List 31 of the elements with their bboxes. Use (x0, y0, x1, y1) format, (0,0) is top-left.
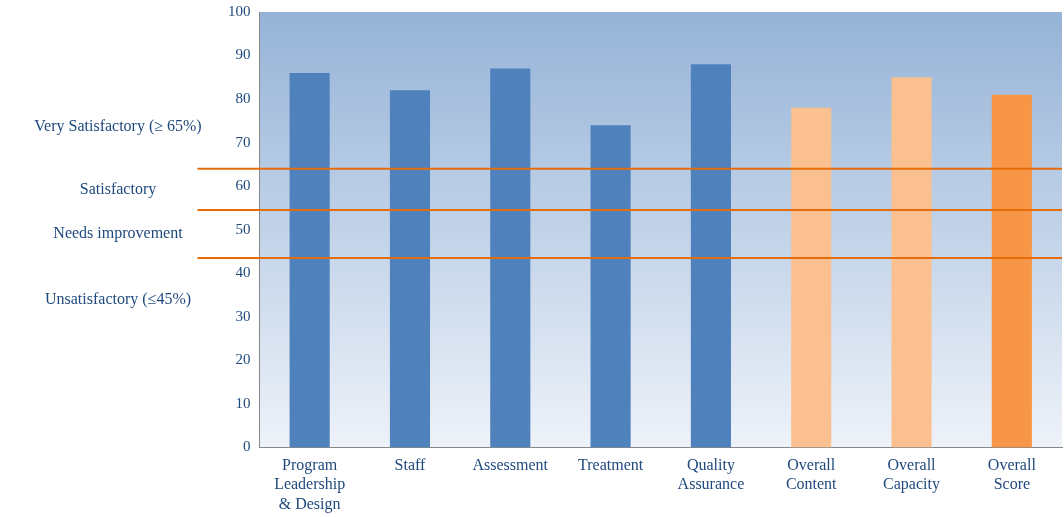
x-tick-label: Overall Content (785, 456, 838, 493)
y-tick-label: 0 (243, 438, 251, 455)
bar (690, 64, 731, 448)
text: Needs improvement (53, 224, 184, 243)
bar (389, 90, 431, 448)
text: Unsatisfactory (≤45%) (44, 290, 192, 309)
x-tick-label: Quality Assurance (677, 456, 745, 493)
y-tick-label: 90 (235, 46, 251, 63)
bar (490, 68, 531, 448)
y-tick-label: 50 (235, 220, 251, 237)
x-tick-label: Assessment (472, 456, 549, 474)
text: Satisfactory (79, 179, 157, 198)
x-tick-label: Treatment (578, 456, 644, 474)
y-tick-label: 30 (235, 307, 251, 324)
y-tick-label: 60 (235, 177, 251, 194)
x-tick-label: Overall Capacity (883, 456, 940, 494)
x-tick-label: Program Leadership & Design (274, 456, 346, 513)
text: Very Satisfactory (≥ 65%) (34, 116, 202, 135)
bar (891, 77, 932, 448)
x-tick-label: Overall Score (987, 456, 1037, 493)
bar (590, 125, 631, 448)
bar (991, 94, 1032, 448)
y-tick-label: 40 (235, 264, 251, 281)
bar (791, 107, 832, 448)
y-tick-label: 10 (235, 394, 251, 411)
y-tick-label: 100 (228, 2, 251, 19)
y-tick-label: 80 (235, 90, 251, 107)
y-tick-label: 70 (235, 133, 251, 150)
y-tick-label: 20 (235, 351, 251, 368)
x-tick-label: Staff (394, 456, 427, 474)
bar (289, 72, 330, 448)
